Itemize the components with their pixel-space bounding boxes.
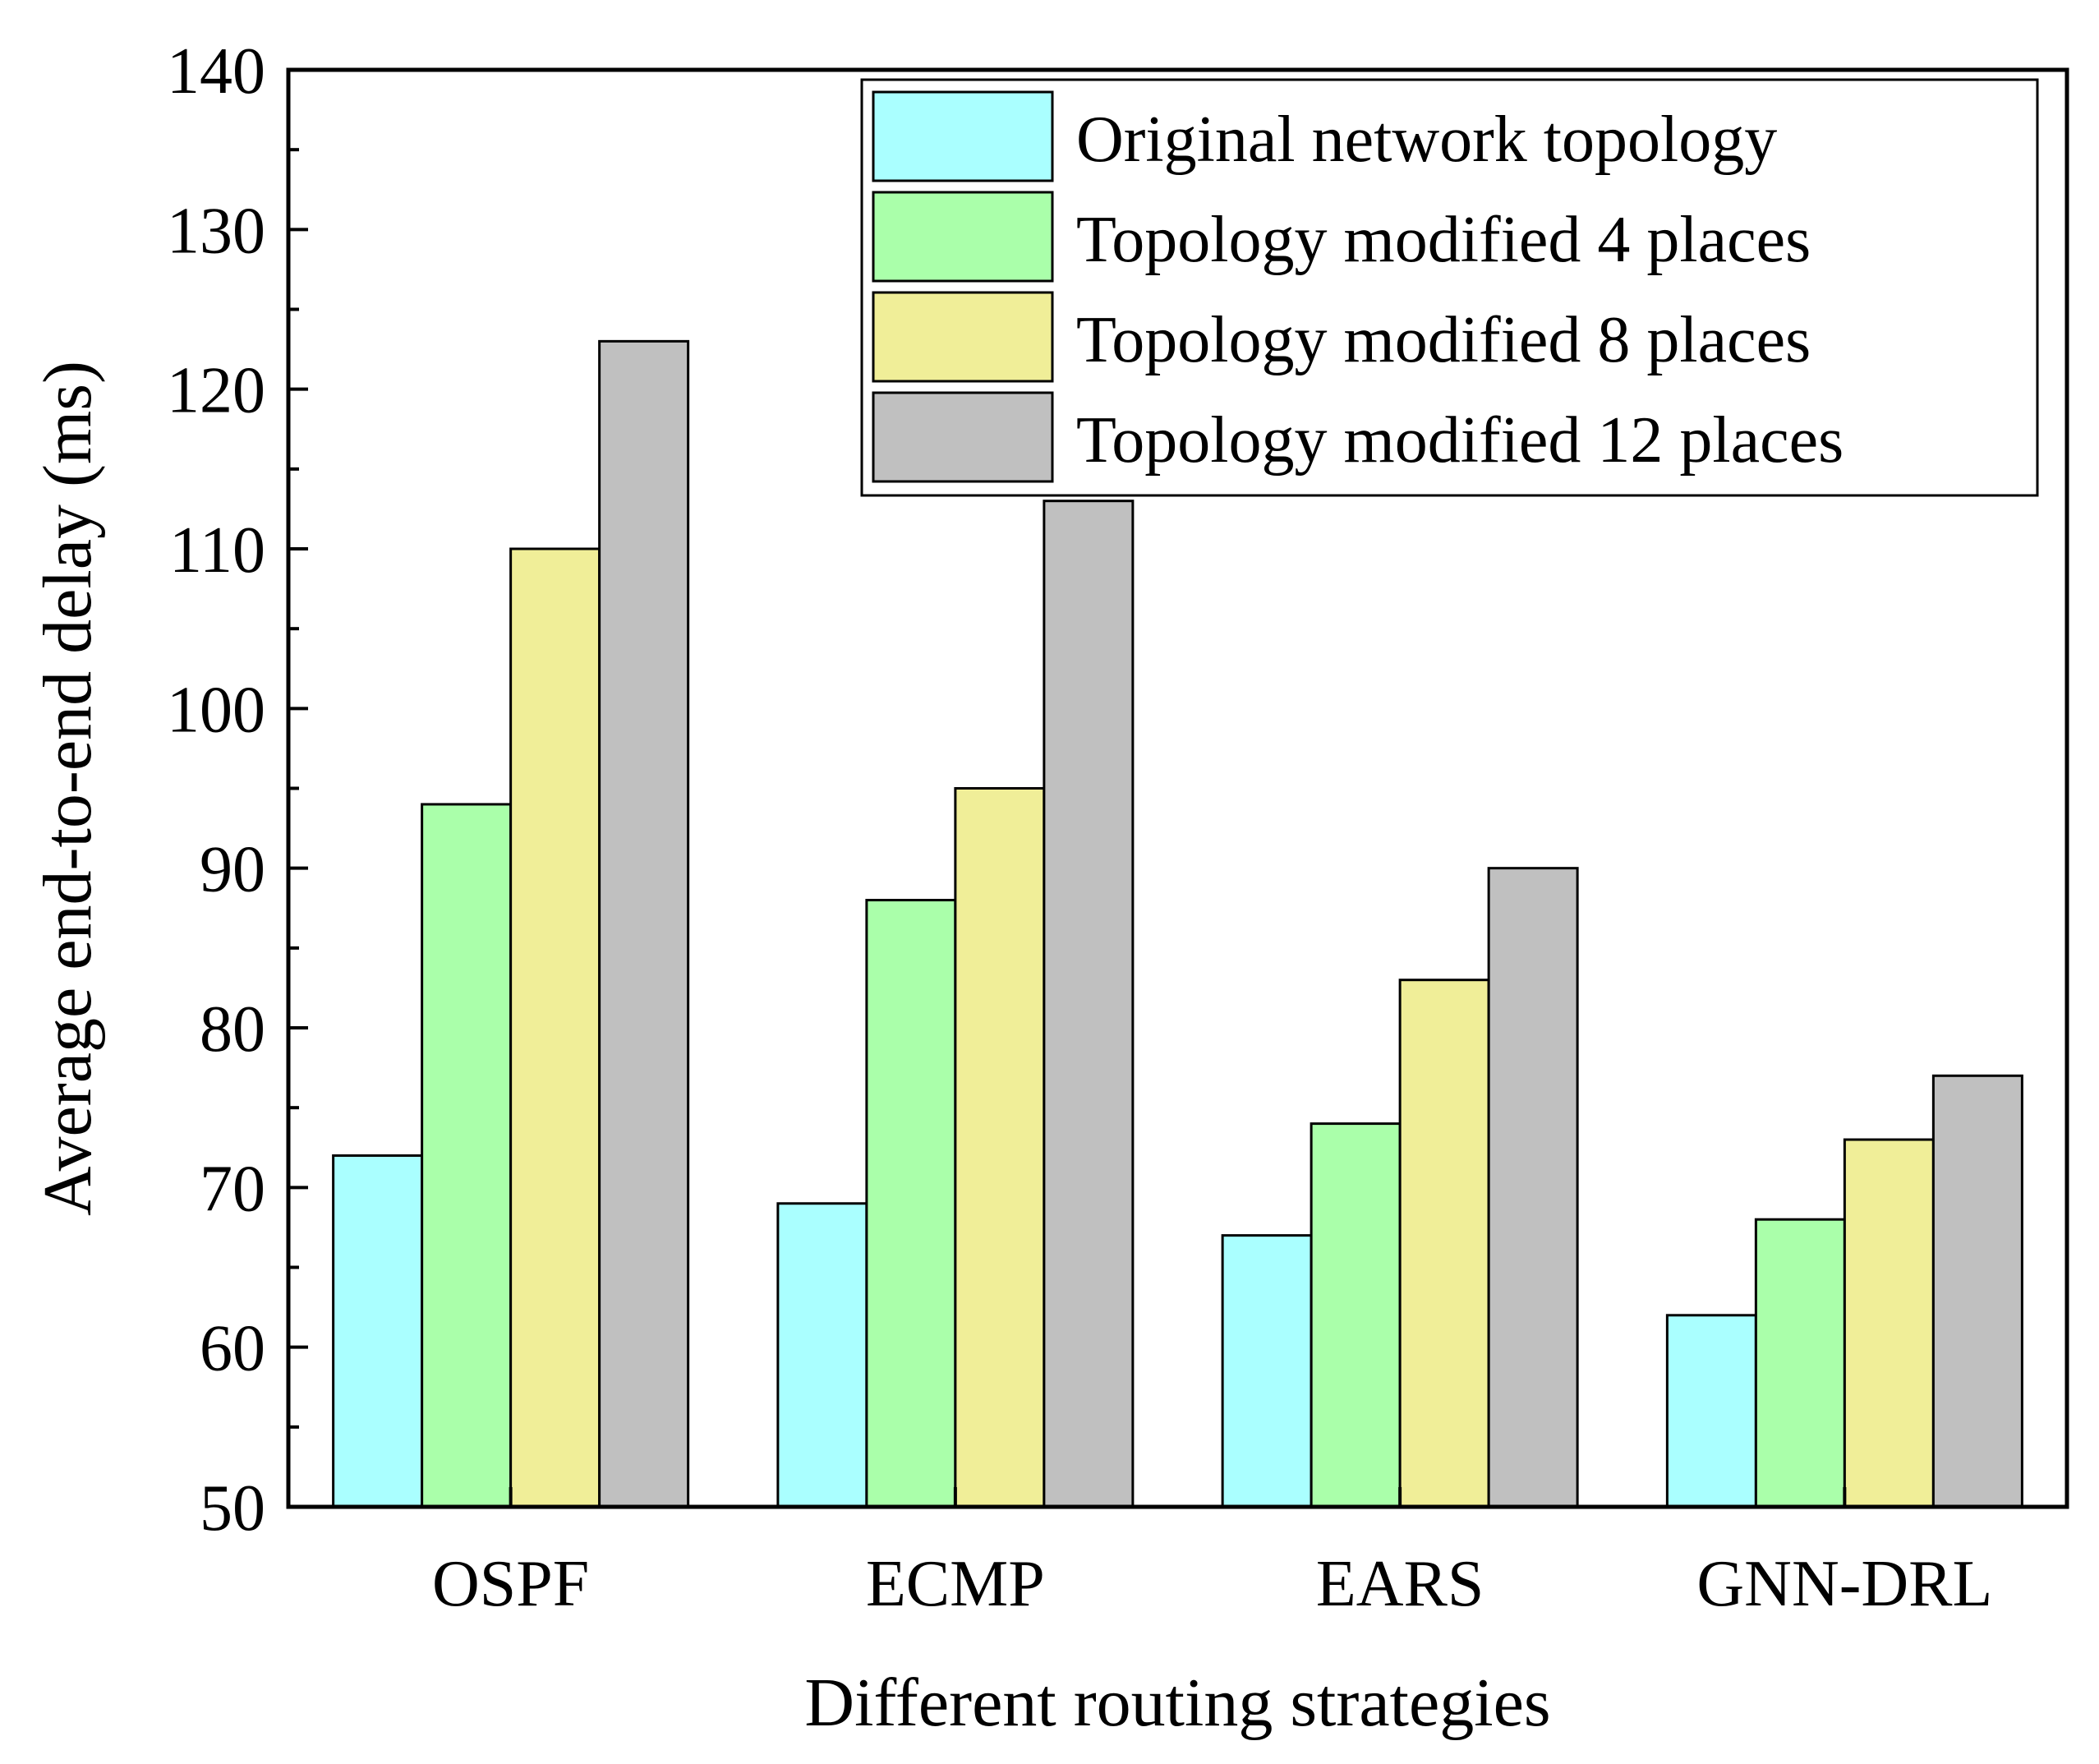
y-tick-label: 140 bbox=[167, 35, 265, 108]
bar-ospf-series-2 bbox=[421, 803, 513, 1508]
y-tick-label: 110 bbox=[169, 514, 265, 587]
legend-swatch bbox=[872, 291, 1054, 383]
bar-ears-series-4 bbox=[1487, 867, 1579, 1508]
legend-box bbox=[860, 78, 2039, 497]
legend-entry-label: Topology modified 8 places bbox=[1076, 304, 1811, 376]
bar-gnn-drl-series-1 bbox=[1665, 1314, 1757, 1508]
bar-gnn-drl-series-3 bbox=[1843, 1138, 1935, 1508]
y-tick-label: 70 bbox=[200, 1153, 265, 1225]
y-tick-label: 60 bbox=[200, 1313, 265, 1385]
x-tick-label: OSPF bbox=[432, 1548, 589, 1620]
bar-ecmp-series-3 bbox=[954, 787, 1046, 1508]
x-axis-title: Different routing strategies bbox=[804, 1665, 1550, 1741]
y-tick-label: 120 bbox=[167, 355, 265, 427]
bar-ears-series-1 bbox=[1221, 1234, 1313, 1508]
y-tick-label: 80 bbox=[200, 993, 265, 1066]
x-tick-label: GNN-DRL bbox=[1696, 1548, 1992, 1620]
bar-ears-series-2 bbox=[1310, 1122, 1402, 1508]
labels-layer: Different routing strategies Average end… bbox=[30, 361, 1551, 1741]
legend-swatch bbox=[872, 391, 1054, 483]
bar-ospf-series-4 bbox=[598, 339, 690, 1508]
bar-gnn-drl-series-2 bbox=[1754, 1218, 1846, 1508]
bar-ecmp-series-2 bbox=[865, 899, 957, 1508]
y-tick-label: 100 bbox=[167, 674, 265, 746]
y-tick-label: 50 bbox=[200, 1472, 265, 1545]
x-tick-label: ECMP bbox=[866, 1548, 1045, 1620]
legend-swatch bbox=[872, 191, 1054, 283]
bar-ospf-series-1 bbox=[332, 1154, 424, 1508]
bars-layer bbox=[332, 339, 2023, 1508]
legend-swatch bbox=[872, 90, 1054, 182]
legend-entry-label: Original network topology bbox=[1076, 104, 1777, 176]
y-tick-label: 90 bbox=[200, 834, 265, 906]
bar-ecmp-series-1 bbox=[776, 1202, 868, 1508]
ticks-layer: OSPF ECMP EARS GNN-DRL 50 60 70 80 90 100 110 120 13… bbox=[167, 35, 1992, 1620]
legend-entry-label: Topology modified 4 places bbox=[1076, 204, 1811, 276]
legend: Original network topology Topology modifi… bbox=[860, 78, 2039, 497]
bar-gnn-drl-series-4 bbox=[1931, 1074, 2023, 1508]
y-tick-label: 130 bbox=[167, 195, 265, 267]
y-axis-title: Average end-to-end delay (ms) bbox=[30, 361, 106, 1216]
x-tick-label: EARS bbox=[1316, 1548, 1484, 1620]
bar-ospf-series-3 bbox=[509, 547, 601, 1508]
legend-entry-label: Topology modified 12 places bbox=[1076, 404, 1844, 477]
bar-ecmp-series-4 bbox=[1043, 500, 1135, 1508]
bar-ears-series-3 bbox=[1398, 979, 1490, 1508]
